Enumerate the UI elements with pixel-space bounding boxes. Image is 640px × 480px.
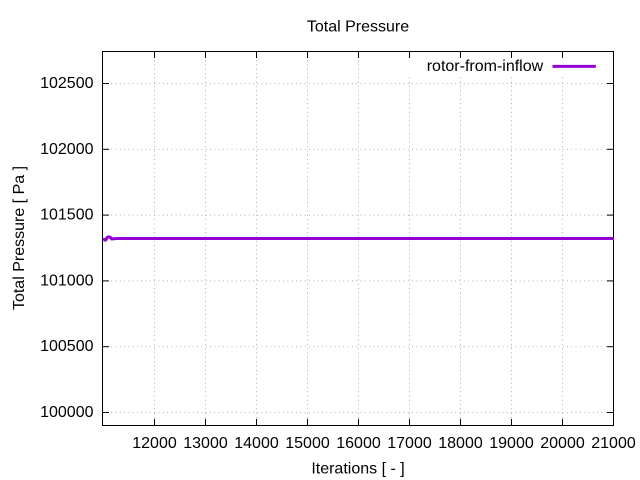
svg-text:102000: 102000 (40, 141, 93, 158)
svg-text:102500: 102500 (40, 75, 93, 92)
svg-text:21000: 21000 (591, 435, 636, 452)
svg-text:rotor-from-inflow: rotor-from-inflow (427, 58, 544, 75)
svg-text:Total Pressure: Total Pressure (307, 18, 409, 35)
svg-text:14000: 14000 (234, 435, 279, 452)
svg-text:Total Pressure [ Pa ]: Total Pressure [ Pa ] (11, 166, 28, 310)
svg-text:18000: 18000 (438, 435, 483, 452)
svg-text:100500: 100500 (40, 338, 93, 355)
svg-text:19000: 19000 (489, 435, 534, 452)
svg-text:100000: 100000 (40, 404, 93, 421)
svg-text:101500: 101500 (40, 207, 93, 224)
svg-text:17000: 17000 (387, 435, 432, 452)
svg-text:20000: 20000 (540, 435, 585, 452)
svg-text:16000: 16000 (336, 435, 381, 452)
svg-text:12000: 12000 (132, 435, 177, 452)
svg-text:101000: 101000 (40, 272, 93, 289)
svg-text:15000: 15000 (285, 435, 330, 452)
svg-text:Iterations [ - ]: Iterations [ - ] (311, 461, 404, 478)
svg-text:13000: 13000 (183, 435, 228, 452)
